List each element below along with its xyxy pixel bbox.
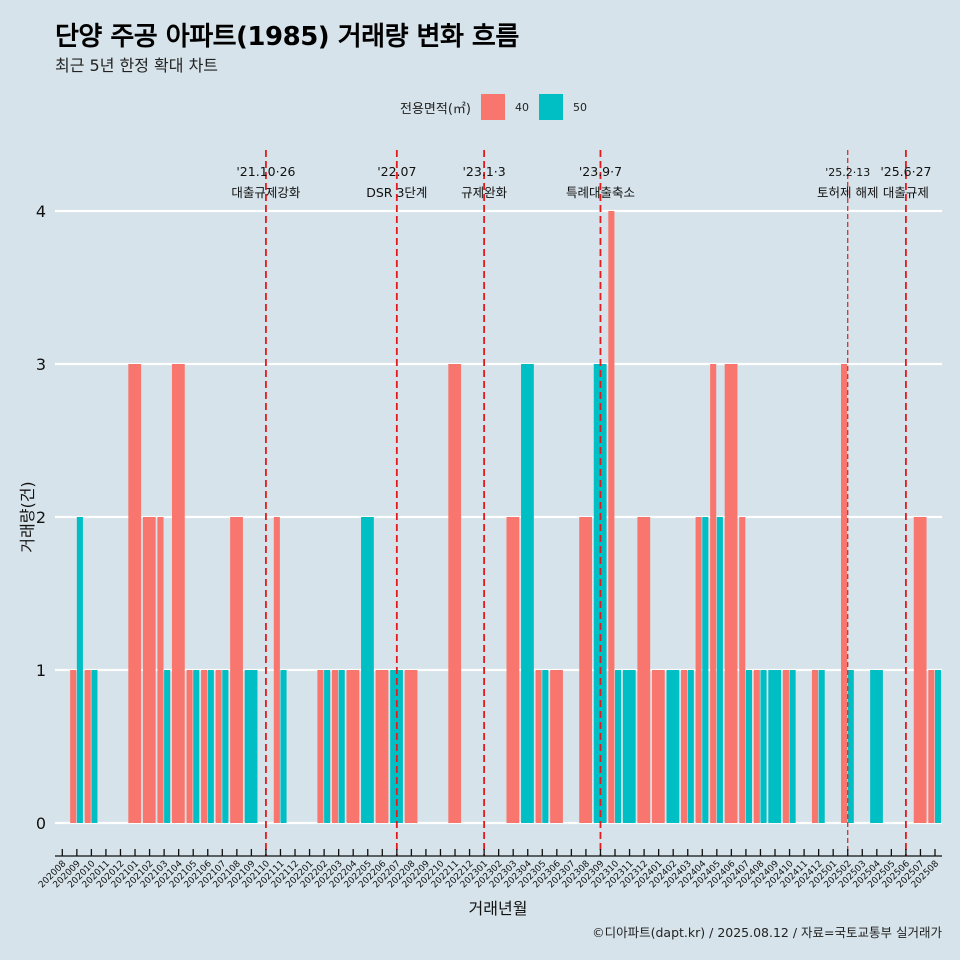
bar-40-202203 bbox=[331, 670, 339, 823]
bar-50-202103 bbox=[164, 670, 171, 823]
annotation-label: 규제완화 bbox=[461, 185, 508, 200]
bar-40-202502 bbox=[841, 364, 848, 823]
bar-50-202311 bbox=[622, 670, 636, 823]
bar-50-202205 bbox=[361, 517, 374, 823]
bar-40-202507 bbox=[913, 517, 927, 823]
bar-40-202408 bbox=[753, 670, 760, 823]
y-tick-label: 4 bbox=[36, 202, 46, 221]
legend-label-40: 40 bbox=[514, 100, 529, 114]
bar-50-202412 bbox=[818, 670, 825, 823]
bar-40-202508 bbox=[928, 670, 935, 823]
bar-50-202502 bbox=[847, 670, 854, 823]
annotations: '21.10·26 대출규제강화 '22.07 DSR 3단계 '23.1·3 규제완화 '… bbox=[231, 164, 931, 200]
bar-40-202204 bbox=[346, 670, 360, 823]
bar-40-202407 bbox=[739, 517, 746, 823]
y-tick-label: 3 bbox=[36, 355, 46, 374]
caption: ©디아파트(dapt.kr) / 2025.08.12 / 자료=국토교통부 실… bbox=[592, 925, 942, 940]
bar-50-202305 bbox=[542, 670, 549, 823]
legend-swatch-40 bbox=[480, 94, 505, 120]
bar-50-202105 bbox=[193, 670, 200, 823]
y-axis: 0 1 2 3 4 bbox=[36, 202, 46, 833]
bar-40-202108 bbox=[230, 517, 243, 823]
bar-50-202107 bbox=[222, 670, 229, 823]
chart-title: 단양 주공 아파트(1985) 거래량 변화 흐름 bbox=[55, 22, 519, 52]
bar-50-202202 bbox=[324, 670, 331, 823]
bar-40-202403 bbox=[681, 670, 688, 823]
annotation-label: 대출규제 bbox=[883, 185, 929, 200]
bar-50-202109 bbox=[244, 670, 258, 823]
bar-50-202407 bbox=[745, 670, 753, 823]
bar-50-202310 bbox=[615, 670, 622, 823]
bar-50-202504 bbox=[870, 670, 883, 823]
bars bbox=[70, 211, 942, 823]
annotation-date: '25.6·27 bbox=[880, 164, 931, 179]
bar-40-202401 bbox=[651, 670, 665, 823]
annotation-date: '22.07 bbox=[377, 164, 416, 179]
annotation-date: '23.1·3 bbox=[463, 164, 506, 179]
bar-50-202403 bbox=[687, 670, 694, 823]
bar-40-202406 bbox=[724, 364, 738, 823]
bar-50-202408 bbox=[760, 670, 767, 823]
bar-50-202304 bbox=[521, 364, 534, 823]
bar-40-202111 bbox=[273, 517, 280, 823]
bar-40-202010 bbox=[84, 670, 91, 823]
bar-50-202106 bbox=[207, 670, 214, 823]
bar-50-202111 bbox=[280, 670, 287, 823]
bar-50-202508 bbox=[935, 670, 942, 823]
annotation-label: 토허제 해제 bbox=[817, 185, 878, 200]
annotation-lines bbox=[265, 150, 907, 856]
bar-40-202009 bbox=[70, 670, 77, 823]
bar-50-202405 bbox=[716, 517, 723, 823]
legend: 전용면적(㎡) 40 50 bbox=[400, 93, 597, 121]
annotation-label: DSR 3단계 bbox=[366, 185, 427, 200]
bar-40-202202 bbox=[317, 670, 324, 823]
bar-40-202303 bbox=[506, 517, 520, 823]
y-axis-label: 거래량(건) bbox=[18, 481, 37, 552]
bar-40-202102 bbox=[142, 517, 156, 823]
bar-40-202405 bbox=[710, 364, 717, 823]
bar-40-202306 bbox=[550, 670, 563, 823]
y-tick-label: 1 bbox=[36, 661, 46, 680]
annotation-label: 특례대출축소 bbox=[566, 185, 635, 200]
bar-50-202010 bbox=[91, 670, 98, 823]
bar-40-202404 bbox=[695, 517, 702, 823]
annotation-date: '21.10·26 bbox=[236, 164, 295, 179]
bar-40-202312 bbox=[637, 517, 651, 823]
legend-swatch-50 bbox=[538, 94, 563, 120]
bar-40-202105 bbox=[186, 670, 193, 823]
bar-40-202410 bbox=[782, 670, 789, 823]
legend-title: 전용면적(㎡) bbox=[400, 101, 471, 117]
bar-40-202310 bbox=[608, 211, 615, 823]
y-tick-label: 2 bbox=[36, 508, 46, 527]
bar-40-202104 bbox=[171, 364, 185, 823]
y-tick-label: 0 bbox=[36, 814, 46, 833]
bar-50-202402 bbox=[666, 670, 680, 823]
bar-50-202009 bbox=[76, 517, 83, 823]
bar-40-202211 bbox=[448, 364, 462, 823]
legend-label-50: 50 bbox=[572, 100, 587, 114]
bar-40-202101 bbox=[128, 364, 142, 823]
bar-40-202208 bbox=[404, 670, 418, 823]
x-axis-label: 거래년월 bbox=[469, 899, 528, 918]
bar-40-202412 bbox=[811, 670, 819, 823]
annotation-label: 대출규제강화 bbox=[231, 185, 301, 200]
bar-50-202410 bbox=[789, 670, 796, 823]
bar-40-202206 bbox=[375, 670, 389, 823]
bar-50-202203 bbox=[338, 670, 345, 823]
bar-40-202103 bbox=[157, 517, 164, 823]
bar-50-202404 bbox=[702, 517, 709, 823]
annotation-date: '23.9·7 bbox=[579, 164, 622, 179]
bar-40-202308 bbox=[579, 517, 593, 823]
bar-40-202305 bbox=[535, 670, 542, 823]
bar-40-202106 bbox=[201, 670, 208, 823]
chart-subtitle: 최근 5년 한정 확대 차트 bbox=[55, 56, 219, 75]
x-axis: 2020082020092020102020112020122021012021… bbox=[37, 849, 942, 890]
bar-50-202409 bbox=[768, 670, 782, 823]
annotation-date: '25.2·13 bbox=[825, 166, 870, 179]
bar-40-202107 bbox=[215, 670, 222, 823]
